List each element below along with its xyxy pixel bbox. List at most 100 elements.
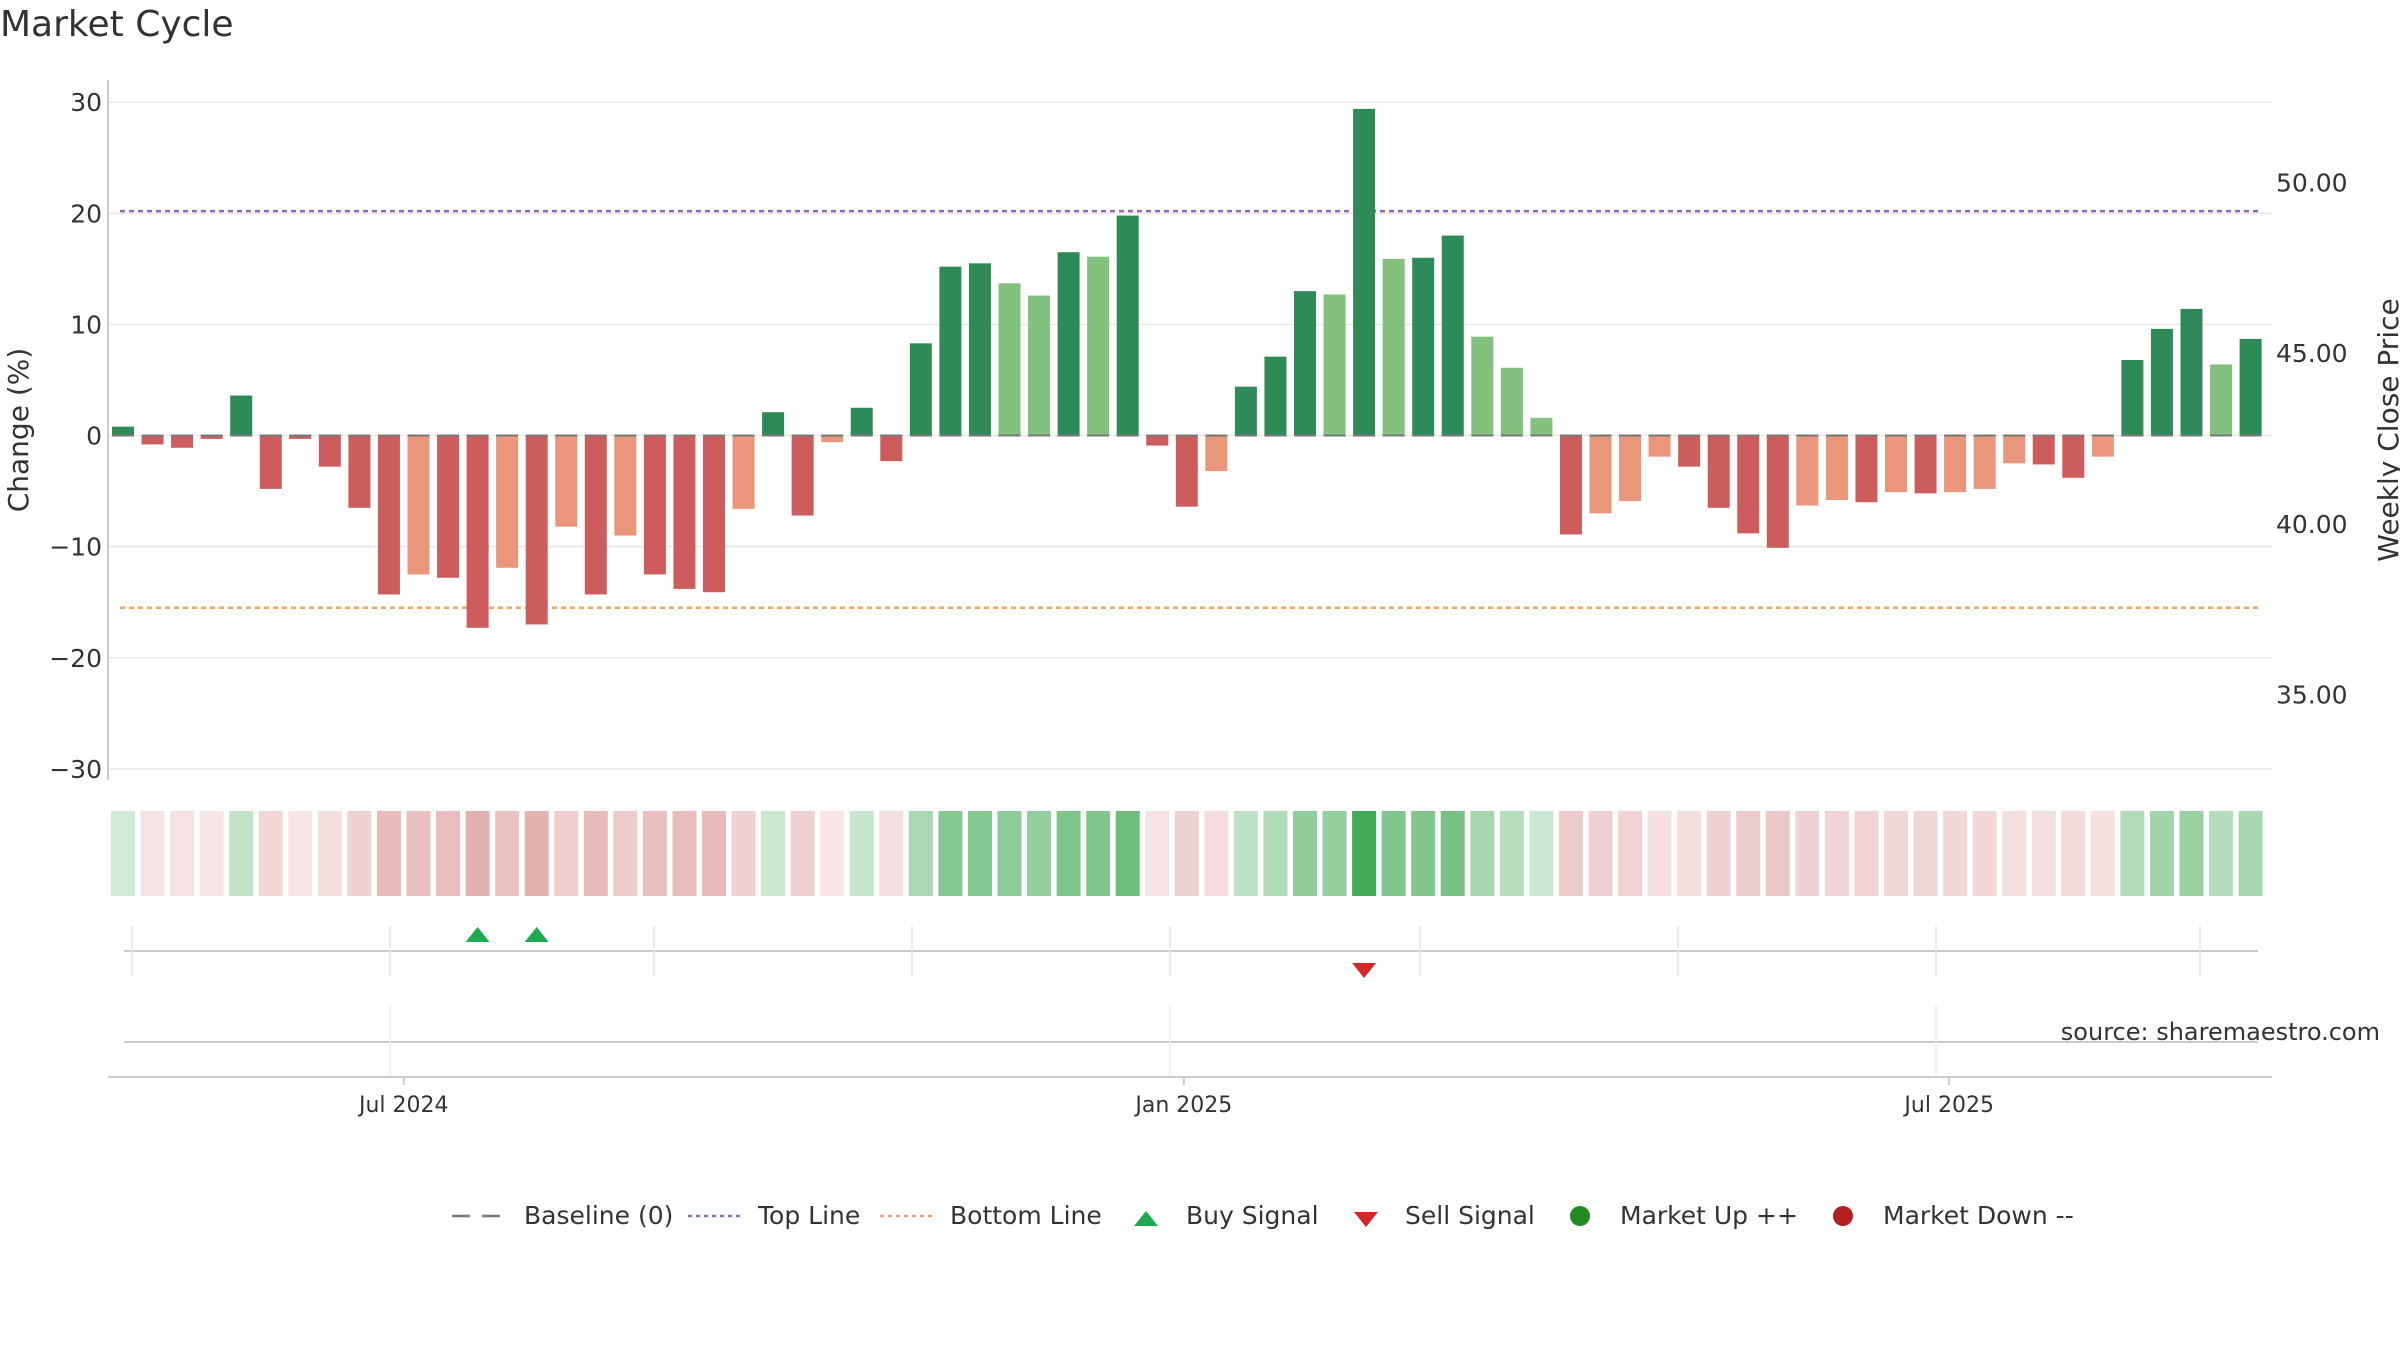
bar [1914,435,1937,494]
bar [407,435,430,575]
x-axis: Jul 2024 Jan 2025 Jul 2025 [108,1076,2272,1118]
heat-strip [111,811,2263,896]
heat-cell [2090,811,2115,896]
x-tick-label: Jul 2025 [1902,1093,1994,1118]
y-tick-label: 10 [70,310,102,339]
heat-cell [495,811,520,896]
bar [2210,364,2233,436]
bar [1205,435,1228,472]
heat-cell [2002,811,2027,896]
bar [1057,252,1080,436]
bar [1855,435,1878,503]
axes: 30 20 10 0 −10 −20 −30 50.00 45.00 40.00 35.00 [49,80,2348,784]
heat-cell [1233,811,1258,896]
bar [1323,294,1346,436]
heat-cell [879,811,904,896]
bar [1116,215,1139,436]
heat-cell [1588,811,1613,896]
heat-cell [1470,811,1495,896]
legend-buy-icon [1134,1211,1158,1226]
heat-cell [1736,811,1761,896]
bar [1885,435,1907,493]
bar [1707,435,1730,508]
bar [496,435,519,568]
bar [200,435,223,439]
heat-cell [2149,811,2174,896]
heat-cell [2031,811,2056,896]
bar [2180,308,2203,436]
bar [555,435,578,527]
heat-cell [288,811,313,896]
bar [614,435,637,536]
legend-label: Baseline (0) [524,1201,673,1230]
heat-cell [1854,811,1879,896]
heat-cell [170,811,195,896]
legend-sell-icon [1354,1212,1378,1227]
heat-cell [908,811,933,896]
bar [850,407,873,436]
bar [2032,435,2055,465]
y-tick-label: −30 [49,755,102,784]
bar [525,435,548,625]
legend-market-up-icon [1570,1206,1590,1226]
bar [1796,435,1819,506]
legend-label: Market Down -- [1883,1201,2074,1230]
heat-cell [347,811,372,896]
legend-label: Market Up ++ [1620,1201,1798,1230]
bar [1559,435,1582,535]
heat-cell [436,811,461,896]
heat-cell [790,811,815,896]
heat-cell [1263,811,1288,896]
sell-signal-marker [1352,963,1377,978]
heat-cell [1027,811,1052,896]
heat-cell [229,811,254,896]
heat-cell [258,811,283,896]
bar [939,266,962,436]
heat-cell [583,811,608,896]
heat-cell [1824,811,1849,896]
heat-cell [465,811,490,896]
bar [1530,417,1553,436]
legend-label: Bottom Line [950,1201,1102,1230]
heat-cell [1322,811,1347,896]
signal-panel [124,926,2258,978]
bar [437,435,460,578]
bar [880,435,903,462]
y-tick-label: −20 [49,644,102,673]
bar [1234,386,1257,436]
y-tick-label: 30 [70,88,102,117]
heat-cell [761,811,786,896]
bar [1619,435,1642,502]
heat-cell [1499,811,1524,896]
heat-cell [1204,811,1229,896]
heat-cell [2120,811,2145,896]
bar [821,435,844,443]
legend-label: Sell Signal [1405,1201,1535,1230]
heat-cell [1943,811,1968,896]
bar [673,435,696,589]
heat-cell [1884,811,1908,896]
bar [968,263,991,436]
heat-cell [2238,811,2263,896]
heat-cell [140,811,165,896]
price-panel [124,1005,2258,1075]
heat-cell [1440,811,1465,896]
y-tick-label-right: 45.00 [2276,339,2348,368]
bar [909,343,932,436]
bar [2121,360,2144,436]
bar [1500,367,1523,436]
y-tick-label-right: 50.00 [2276,168,2348,197]
heat-cell [731,811,756,896]
heat-cell [1618,811,1643,896]
y-axis-label: Change (%) [2,348,35,513]
legend: Baseline (0) Top Line Bottom Line Buy Signa… [452,1201,2074,1230]
bar [348,435,371,508]
bar [171,435,194,448]
heat-cell [199,811,224,896]
heat-cell [997,811,1022,896]
bar-series [112,108,2262,628]
heat-cell [1145,811,1170,896]
heat-cell [1647,811,1672,896]
bar [1441,235,1464,436]
heat-cell [1795,811,1820,896]
